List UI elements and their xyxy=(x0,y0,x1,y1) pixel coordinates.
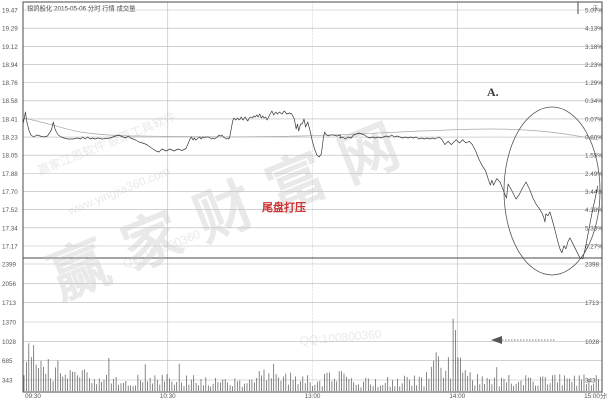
svg-text:18.94: 18.94 xyxy=(2,62,18,69)
svg-text:1713: 1713 xyxy=(585,300,600,307)
svg-text:10:30: 10:30 xyxy=(160,393,176,400)
svg-text:5.07%: 5.07% xyxy=(585,8,603,15)
svg-text:2056: 2056 xyxy=(2,281,17,288)
svg-text:14:00: 14:00 xyxy=(449,393,465,400)
svg-text:2.49%: 2.49% xyxy=(585,171,603,178)
svg-text:1370: 1370 xyxy=(2,320,17,327)
svg-text:1028: 1028 xyxy=(585,339,600,346)
svg-text:2398: 2398 xyxy=(585,262,600,269)
svg-text:0.07%: 0.07% xyxy=(585,116,603,123)
svg-text:18.76: 18.76 xyxy=(2,80,18,87)
svg-text:4.13%: 4.13% xyxy=(585,26,603,33)
svg-text:17.88: 17.88 xyxy=(2,171,18,178)
svg-text:银鸽股化 2015-05-06 分时 行情 成交量: 银鸽股化 2015-05-06 分时 行情 成交量 xyxy=(27,4,136,13)
svg-text:18.41: 18.41 xyxy=(2,116,18,123)
svg-text:1028: 1028 xyxy=(2,339,17,346)
svg-text:18.58: 18.58 xyxy=(2,98,18,105)
svg-text:18.05: 18.05 xyxy=(2,153,18,160)
svg-text:19.29: 19.29 xyxy=(2,26,18,33)
svg-text:17.17: 17.17 xyxy=(2,243,18,250)
svg-text:尾盘打压: 尾盘打压 xyxy=(261,200,306,214)
svg-text:17.34: 17.34 xyxy=(2,225,18,232)
svg-text:分时: 分时 xyxy=(600,391,607,400)
svg-text:2.23%: 2.23% xyxy=(585,62,603,69)
svg-text:15:00: 15:00 xyxy=(584,393,600,400)
svg-text:1.55%: 1.55% xyxy=(585,153,603,160)
svg-text:13:00: 13:00 xyxy=(305,393,321,400)
svg-text:17.70: 17.70 xyxy=(2,189,18,196)
svg-text:09:30: 09:30 xyxy=(25,393,41,400)
svg-text:4.38%: 4.38% xyxy=(585,207,603,214)
svg-text:1713: 1713 xyxy=(2,300,17,307)
svg-text:343: 343 xyxy=(2,378,13,385)
svg-text:2399: 2399 xyxy=(2,262,17,269)
svg-text:685: 685 xyxy=(2,358,13,365)
svg-text:19.47: 19.47 xyxy=(2,8,18,15)
svg-text:17.52: 17.52 xyxy=(2,207,18,214)
svg-text:18.23: 18.23 xyxy=(2,135,18,142)
svg-text:19.12: 19.12 xyxy=(2,44,18,51)
svg-text:A.: A. xyxy=(487,85,499,99)
svg-text:1.29%: 1.29% xyxy=(585,80,603,87)
svg-text:3.18%: 3.18% xyxy=(585,44,603,51)
svg-text:0.34%: 0.34% xyxy=(585,98,603,105)
svg-text:343: 343 xyxy=(585,378,596,385)
svg-text:3.44%: 3.44% xyxy=(585,189,603,196)
